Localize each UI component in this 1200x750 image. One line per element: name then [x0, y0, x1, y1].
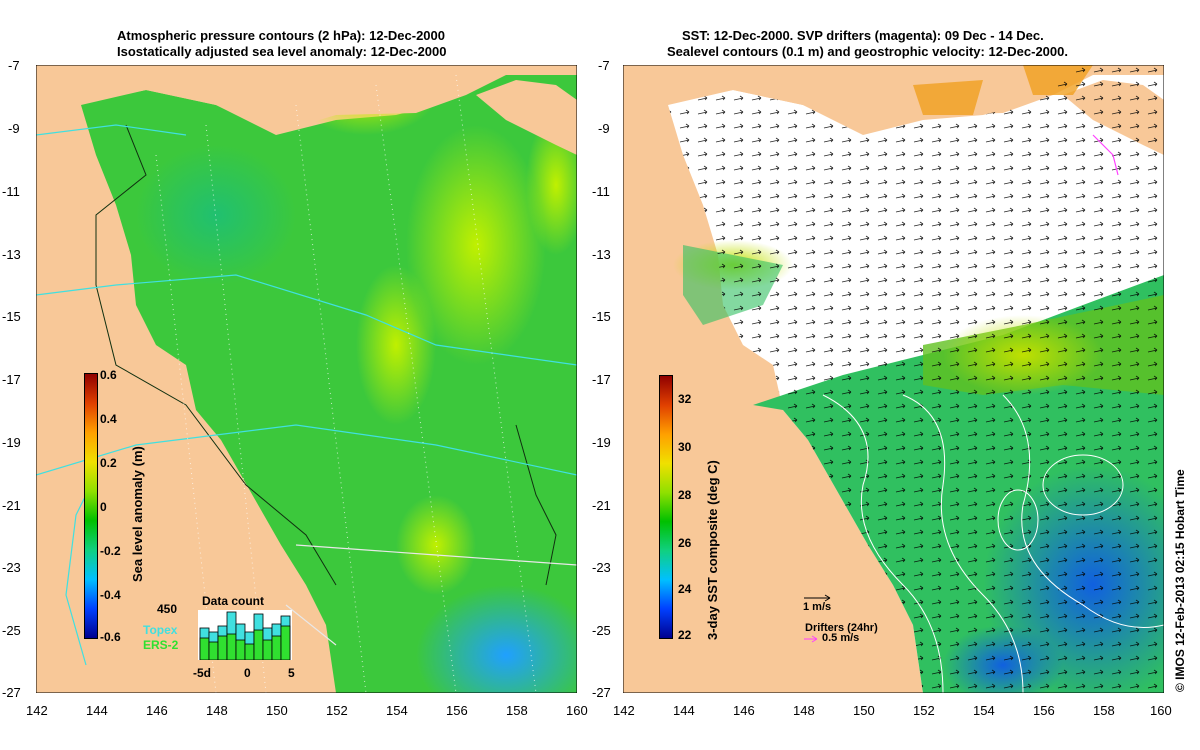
- sst-colorbar-tick: 32: [678, 392, 692, 406]
- right-y-tick: -7: [598, 58, 610, 73]
- right-y-tick: -23: [592, 560, 611, 575]
- left-y-tick: -17: [2, 372, 21, 387]
- sst-colorbar-tick: 26: [678, 536, 692, 550]
- colorbar-tick: 0.4: [100, 412, 117, 426]
- left-x-tick: 160: [566, 703, 588, 718]
- drifters-label: Drifters (24hr): [805, 622, 878, 634]
- right-y-tick: -25: [592, 623, 611, 638]
- sst-colorbar-label: 3-day SST composite (deg C): [705, 460, 720, 640]
- right-y-tick: -19: [592, 435, 611, 450]
- colorbar-tick: -0.2: [100, 544, 121, 558]
- sea-level-colorbar-label: Sea level anomaly (m): [130, 446, 145, 582]
- right-x-tick: 160: [1150, 703, 1172, 718]
- colorbar-tick: 0.6: [100, 368, 117, 382]
- data-count-x-tick: 5: [288, 666, 295, 680]
- right-x-tick: 156: [1033, 703, 1055, 718]
- right-y-tick: -15: [592, 309, 611, 324]
- credit-text: © IMOS 12-Feb-2013 02:15 Hobart Time: [1173, 469, 1187, 692]
- left-x-tick: 156: [446, 703, 468, 718]
- left-map: [36, 65, 577, 693]
- data-count-x-tick: 0: [244, 666, 251, 680]
- left-x-tick: 152: [326, 703, 348, 718]
- data-count-title: Data count: [202, 594, 265, 608]
- right-x-tick: 158: [1093, 703, 1115, 718]
- right-map: [623, 65, 1164, 693]
- left-y-tick: -9: [8, 121, 20, 136]
- left-y-tick: -25: [2, 623, 21, 638]
- left-x-tick: 148: [206, 703, 228, 718]
- scale-vector-arrow: [804, 594, 831, 602]
- sst-colorbar-tick: 24: [678, 582, 692, 596]
- left-x-tick: 142: [26, 703, 48, 718]
- right-x-tick: 150: [853, 703, 875, 718]
- right-title-line1: SST: 12-Dec-2000. SVP drifters (magenta)…: [682, 28, 1044, 43]
- right-x-tick: 148: [793, 703, 815, 718]
- left-x-tick: 144: [86, 703, 108, 718]
- right-x-tick: 146: [733, 703, 755, 718]
- scale-vector-label: 1 m/s: [803, 601, 832, 613]
- sea-level-colorbar: [84, 373, 98, 639]
- right-title-line2: Sealevel contours (0.1 m) and geostrophi…: [667, 44, 1068, 59]
- right-y-tick: -11: [592, 184, 610, 199]
- sst-colorbar-tick: 30: [678, 440, 692, 454]
- sst-colorbar-tick: 28: [678, 488, 692, 502]
- right-x-tick: 152: [913, 703, 935, 718]
- colorbar-tick: -0.4: [100, 588, 121, 602]
- data-count-ers2-label: ERS-2: [143, 638, 179, 652]
- data-count-x-tick: -5d: [193, 666, 211, 680]
- left-y-tick: -19: [2, 435, 21, 450]
- right-x-tick: 154: [973, 703, 995, 718]
- right-y-tick: -21: [592, 498, 611, 513]
- left-y-tick: -11: [2, 184, 20, 199]
- left-title-line2: Isostatically adjusted sea level anomaly…: [117, 44, 447, 59]
- data-count-max-label: 450: [157, 602, 178, 616]
- drifter-scale-label: 0.5 m/s: [822, 632, 860, 644]
- colorbar-tick: 0.2: [100, 456, 117, 470]
- left-y-tick: -21: [2, 498, 21, 513]
- left-y-tick: -15: [2, 309, 21, 324]
- left-title-line1: Atmospheric pressure contours (2 hPa): 1…: [117, 28, 445, 43]
- sst-colorbar-tick: 22: [678, 628, 692, 642]
- right-y-tick: -13: [592, 247, 611, 262]
- right-y-tick: -17: [592, 372, 611, 387]
- right-y-tick: -27: [592, 685, 611, 700]
- left-x-tick: 146: [146, 703, 168, 718]
- right-x-tick: 144: [673, 703, 695, 718]
- left-y-tick: -27: [2, 685, 21, 700]
- right-y-tick: -9: [598, 121, 610, 136]
- data-count-histogram: [198, 610, 292, 660]
- colorbar-tick: 0: [100, 500, 107, 514]
- colorbar-tick: -0.6: [100, 630, 121, 644]
- left-x-tick: 154: [386, 703, 408, 718]
- right-x-tick: 142: [613, 703, 635, 718]
- left-x-tick: 158: [506, 703, 528, 718]
- left-y-tick: -13: [2, 247, 21, 262]
- left-y-tick: -7: [8, 58, 20, 73]
- data-count-topex-label: Topex: [143, 623, 178, 637]
- sst-colorbar: [659, 375, 673, 639]
- left-x-tick: 150: [266, 703, 288, 718]
- drifter-scale-arrow: [804, 635, 818, 643]
- left-y-tick: -23: [2, 560, 21, 575]
